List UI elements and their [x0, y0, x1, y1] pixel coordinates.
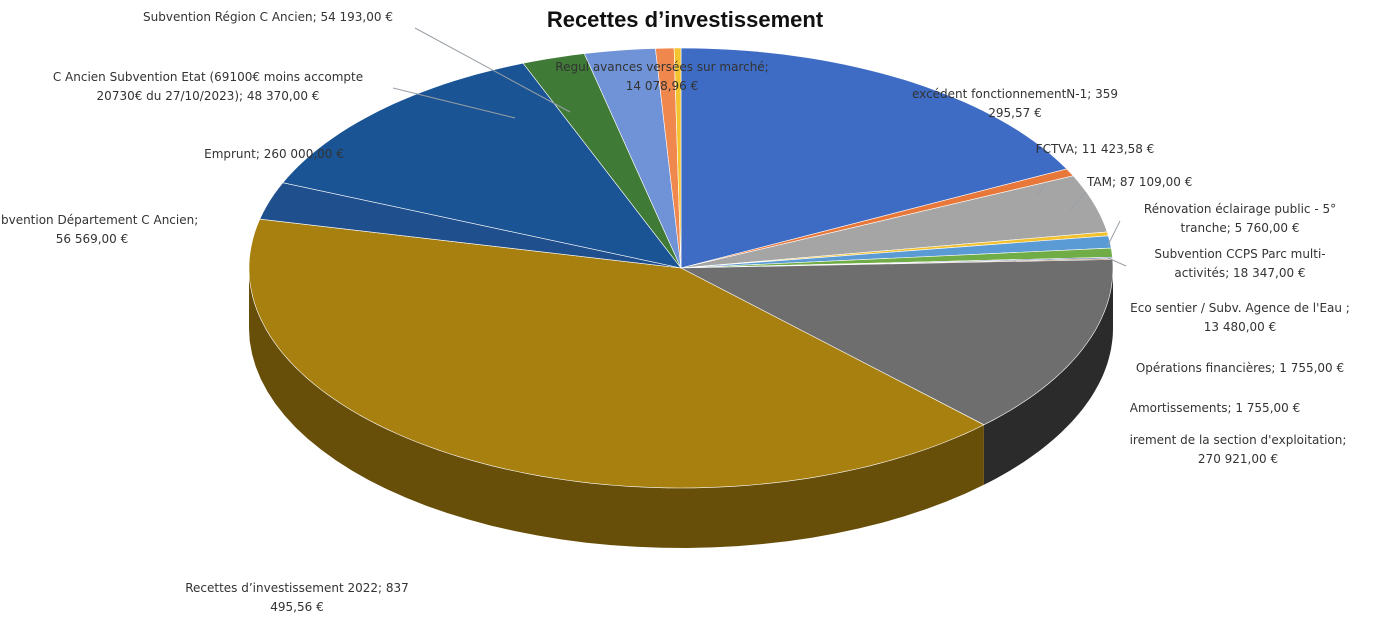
slice-label-11: Emprunt; 260 000,00 € — [204, 147, 344, 161]
pie-side-9 — [249, 268, 984, 548]
slice-label-2: TAM; 87 109,00 € — [1086, 175, 1192, 189]
slice-label-12: C Ancien Subvention Etat (69100€ moins a… — [53, 70, 363, 103]
slice-label-13: Subvention Région C Ancien; 54 193,00 € — [143, 10, 393, 24]
leader-line-1 — [1036, 182, 1047, 197]
slice-labels: excédent fonctionnementN-1; 359 295,57 € F… — [0, 10, 1350, 614]
pie-slice-12 — [522, 53, 682, 269]
pie-slice-0 — [680, 47, 1068, 269]
pie-slice-9 — [248, 218, 985, 489]
pie-slice-11 — [282, 62, 682, 269]
pie-side-8 — [983, 268, 1113, 485]
pie-slice-15 — [673, 47, 682, 269]
pie-slice-2 — [680, 175, 1108, 269]
slice-label-9: Recettes d’investissement 2022; 837 495,5… — [185, 581, 409, 614]
slice-label-1: FCTVA; 11 423,58 € — [1036, 142, 1155, 156]
slice-label-14: Regul avances versées sur marché; 14 078,… — [555, 60, 768, 93]
chart-title: Recettes d’investissement — [547, 7, 824, 32]
pie-top-layer — [248, 47, 1114, 489]
leader-line-3 — [1107, 220, 1121, 246]
pie-slice-8 — [680, 259, 1114, 426]
leader-line-2 — [1069, 191, 1087, 211]
pie-slice-13 — [583, 48, 682, 269]
slice-label-0: excédent fonctionnementN-1; 359 295,57 € — [912, 87, 1118, 120]
slice-label-8: irement de la section d'exploitation; 270… — [1130, 433, 1347, 466]
slice-label-5: Eco sentier / Subv. Agence de l'Eau ; 13 … — [1130, 301, 1350, 334]
pie-slice-10 — [259, 182, 682, 269]
slice-label-4: Subvention CCPS Parc multi-activités; 18… — [1154, 247, 1325, 280]
slice-label-10: Subvention Département C Ancien; 56 569,0… — [0, 213, 198, 246]
slice-label-3: Rénovation éclairage public - 5° tranche;… — [1144, 202, 1336, 235]
leader-line-13 — [414, 27, 571, 113]
leader-lines — [392, 27, 1127, 267]
leader-line-4 — [1107, 257, 1127, 267]
pie-side-layer — [249, 268, 1113, 548]
slice-label-7: Amortissements; 1 755,00 € — [1130, 401, 1300, 415]
leader-line-12 — [392, 87, 516, 119]
slice-label-6: Opérations financières; 1 755,00 € — [1136, 361, 1344, 375]
